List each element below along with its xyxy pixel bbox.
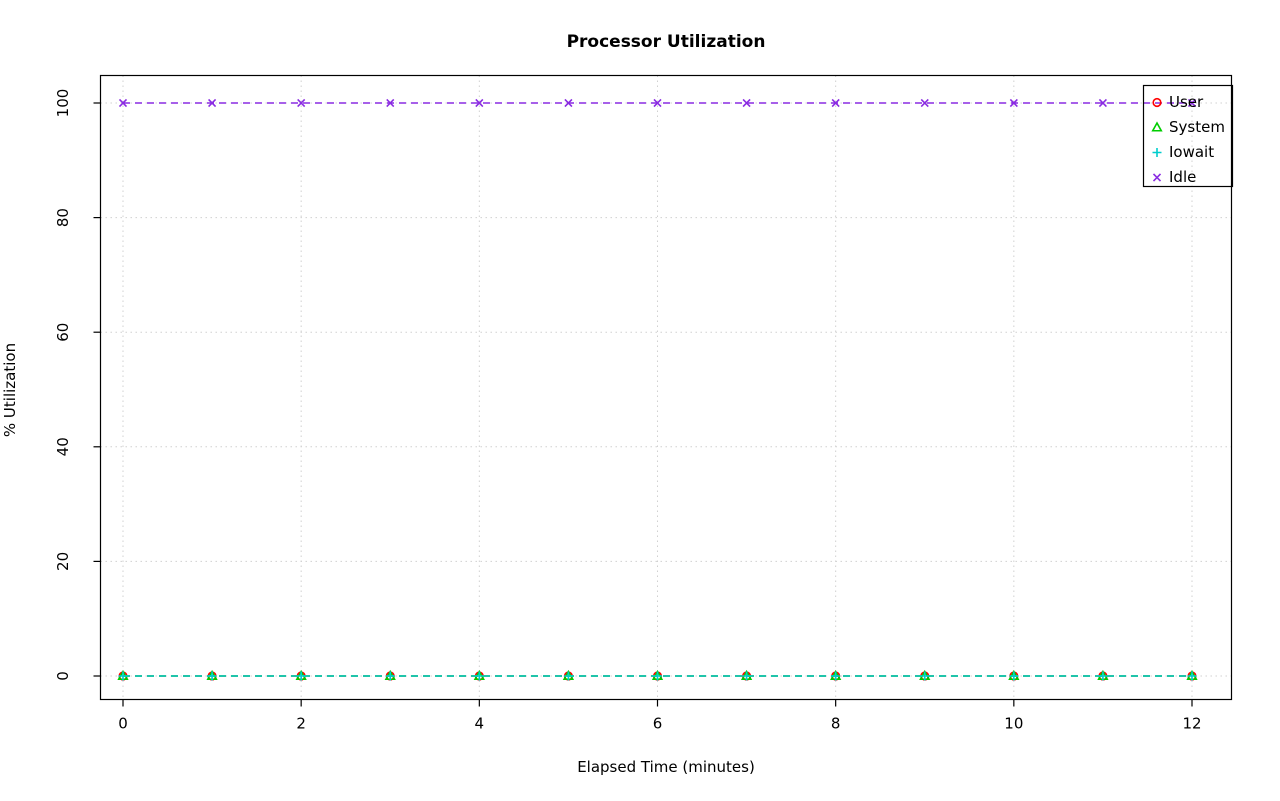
x-axis-label: Elapsed Time (minutes) [577, 758, 755, 776]
x-tick-label: 6 [653, 715, 663, 733]
y-tick-label: 20 [54, 552, 72, 571]
legend-item-system: System [1151, 118, 1225, 136]
y-tick-label: 0 [54, 671, 72, 681]
series-idle [118, 98, 1197, 108]
legend-marker-system-icon [1151, 121, 1163, 132]
plot-border [99, 74, 1233, 701]
y-tick-label: 40 [54, 437, 72, 456]
y-tick-label: 80 [54, 208, 72, 227]
chart-title: Processor Utilization [567, 32, 766, 52]
y-axis-label: % Utilization [1, 343, 19, 437]
x-tick-label: 2 [296, 715, 306, 733]
legend-item-iowait: Iowait [1152, 143, 1214, 161]
x-tick-label: 8 [831, 715, 841, 733]
y-tick-label: 100 [54, 89, 72, 118]
x-axis-ticks: 0 2 4 6 8 10 12 [118, 699, 1202, 733]
x-tick-label: 10 [1004, 715, 1023, 733]
x-tick-label: 0 [118, 715, 128, 733]
legend-box [1142, 84, 1234, 188]
legend-label-user: User [1169, 93, 1204, 111]
y-tick-label: 60 [54, 323, 72, 342]
legend-marker-idle-icon [1152, 173, 1162, 182]
series-layer [117, 98, 1198, 681]
x-tick-label: 12 [1182, 715, 1201, 733]
legend-item-idle: Idle [1152, 168, 1196, 186]
legend-label-system: System [1169, 118, 1225, 136]
legend-marker-user-icon [1152, 97, 1162, 108]
legend-label-idle: Idle [1169, 168, 1196, 186]
legend-item-user: User [1152, 93, 1204, 111]
x-tick-label: 4 [475, 715, 485, 733]
grid [100, 75, 1232, 700]
y-axis-ticks: 0 20 40 60 80 100 [54, 89, 101, 681]
legend-label-iowait: Iowait [1169, 143, 1214, 161]
legend: User System Iowait Idle [1142, 84, 1234, 188]
series-iowait [118, 671, 1197, 681]
legend-marker-iowait-icon [1152, 148, 1162, 157]
